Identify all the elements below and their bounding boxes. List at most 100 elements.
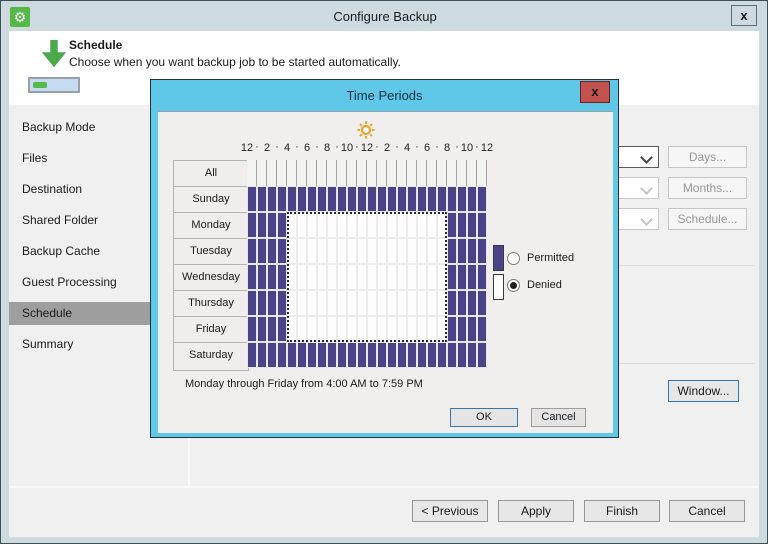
grid-cell[interactable] — [417, 160, 427, 186]
grid-cell[interactable] — [357, 342, 367, 368]
grid-cell[interactable] — [257, 264, 267, 290]
permitted-radio[interactable] — [507, 252, 520, 265]
grid-cell[interactable] — [247, 264, 257, 290]
grid-cell[interactable] — [377, 160, 387, 186]
grid-cell[interactable] — [377, 264, 387, 290]
grid-row-label-tuesday[interactable]: Tuesday — [173, 238, 249, 267]
grid-cell[interactable] — [477, 342, 487, 368]
grid-cell[interactable] — [257, 342, 267, 368]
grid-cell[interactable] — [367, 212, 377, 238]
grid-cell[interactable] — [467, 290, 477, 316]
grid-cell[interactable] — [387, 186, 397, 212]
grid-cell[interactable] — [337, 316, 347, 342]
grid-cell[interactable] — [297, 186, 307, 212]
grid-cell[interactable] — [407, 316, 417, 342]
grid-cell[interactable] — [317, 238, 327, 264]
grid-cell[interactable] — [327, 316, 337, 342]
grid-cell[interactable] — [287, 238, 297, 264]
grid-cell[interactable] — [467, 238, 477, 264]
grid-cell[interactable] — [477, 160, 487, 186]
grid-cell[interactable] — [347, 160, 357, 186]
close-icon[interactable]: x — [731, 5, 757, 26]
grid-cell[interactable] — [447, 316, 457, 342]
grid-cell[interactable] — [257, 238, 267, 264]
grid-cell[interactable] — [437, 342, 447, 368]
grid-cell[interactable] — [477, 186, 487, 212]
denied-radio[interactable] — [507, 279, 520, 292]
grid-cell[interactable] — [387, 212, 397, 238]
grid-cell[interactable] — [327, 186, 337, 212]
grid-cell[interactable] — [347, 316, 357, 342]
grid-cell[interactable] — [307, 316, 317, 342]
grid-cell[interactable] — [377, 212, 387, 238]
grid-cell[interactable] — [337, 342, 347, 368]
grid-cell[interactable] — [247, 290, 257, 316]
sidebar-item-guest-processing[interactable]: Guest Processing — [22, 275, 117, 289]
grid-cell[interactable] — [307, 212, 317, 238]
grid-cell[interactable] — [397, 160, 407, 186]
grid-cell[interactable] — [367, 342, 377, 368]
grid-cell[interactable] — [407, 342, 417, 368]
grid-cell[interactable] — [267, 238, 277, 264]
grid-cell[interactable] — [247, 238, 257, 264]
grid-cell[interactable] — [347, 186, 357, 212]
grid-cell[interactable] — [437, 160, 447, 186]
previous-button[interactable]: < Previous — [412, 500, 488, 522]
grid-cell[interactable] — [457, 342, 467, 368]
grid-cell[interactable] — [327, 342, 337, 368]
grid-cell[interactable] — [357, 186, 367, 212]
grid-cell[interactable] — [457, 186, 467, 212]
grid-cell[interactable] — [247, 212, 257, 238]
grid-row-label-all[interactable]: All — [173, 160, 249, 189]
grid-cell[interactable] — [307, 342, 317, 368]
grid-cell[interactable] — [267, 264, 277, 290]
grid-cell[interactable] — [307, 186, 317, 212]
grid-cell[interactable] — [477, 212, 487, 238]
grid-row-label-sunday[interactable]: Sunday — [173, 186, 249, 215]
grid-cell[interactable] — [387, 238, 397, 264]
grid-cell[interactable] — [297, 342, 307, 368]
window-button[interactable]: Window... — [668, 380, 739, 402]
grid-cell[interactable] — [277, 160, 287, 186]
grid-cell[interactable] — [267, 316, 277, 342]
apply-button[interactable]: Apply — [498, 500, 574, 522]
grid-cell[interactable] — [347, 238, 357, 264]
grid-cell[interactable] — [307, 290, 317, 316]
grid-cell[interactable] — [387, 342, 397, 368]
grid-cell[interactable] — [317, 186, 327, 212]
grid-cell[interactable] — [257, 290, 267, 316]
grid-cell[interactable] — [307, 160, 317, 186]
grid-cell[interactable] — [267, 212, 277, 238]
grid-cell[interactable] — [287, 186, 297, 212]
grid-cell[interactable] — [477, 264, 487, 290]
grid-cell[interactable] — [457, 316, 467, 342]
grid-cell[interactable] — [277, 212, 287, 238]
dialog-close-icon[interactable]: x — [580, 81, 610, 103]
grid-cell[interactable] — [247, 160, 257, 186]
grid-cell[interactable] — [477, 238, 487, 264]
grid-cell[interactable] — [437, 186, 447, 212]
grid-cell[interactable] — [367, 290, 377, 316]
grid-cell[interactable] — [337, 212, 347, 238]
grid-cell[interactable] — [427, 212, 437, 238]
grid-cell[interactable] — [257, 186, 267, 212]
grid-cell[interactable] — [287, 290, 297, 316]
sidebar-item-summary[interactable]: Summary — [22, 337, 74, 351]
grid-cell[interactable] — [337, 186, 347, 212]
grid-cell[interactable] — [427, 264, 437, 290]
grid-cell[interactable] — [257, 316, 267, 342]
grid-row-label-monday[interactable]: Monday — [173, 212, 249, 241]
grid-cell[interactable] — [417, 264, 427, 290]
grid-cell[interactable] — [437, 238, 447, 264]
sidebar-item-destination[interactable]: Destination — [22, 182, 83, 196]
grid-cell[interactable] — [477, 290, 487, 316]
grid-cell[interactable] — [267, 290, 277, 316]
grid-cell[interactable] — [427, 238, 437, 264]
grid-cell[interactable] — [387, 160, 397, 186]
grid-cell[interactable] — [427, 316, 437, 342]
grid-cell[interactable] — [267, 160, 277, 186]
grid-cell[interactable] — [417, 186, 427, 212]
grid-cell[interactable] — [417, 342, 427, 368]
grid-cell[interactable] — [337, 264, 347, 290]
grid-cell[interactable] — [467, 342, 477, 368]
